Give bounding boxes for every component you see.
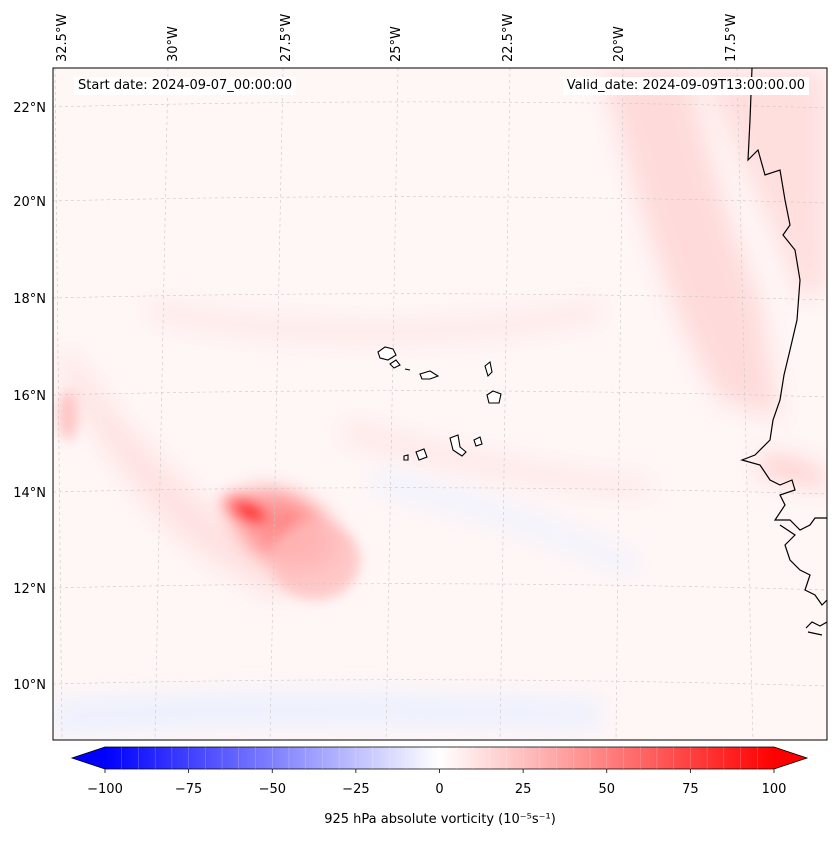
colorbar-tick-label: 75 bbox=[682, 782, 699, 797]
colorbar-extend-min bbox=[72, 747, 105, 769]
colorbar-tick-label: −50 bbox=[259, 782, 286, 797]
lat-tick-label: 20°N bbox=[13, 195, 46, 210]
lon-tick-label: 22.5°W bbox=[501, 14, 516, 62]
colorbar-gradient bbox=[105, 747, 774, 769]
graticule bbox=[53, 68, 827, 740]
colorbar-tick-label: −75 bbox=[175, 782, 202, 797]
lon-tick-label: 17.5°W bbox=[724, 14, 739, 62]
map-frame bbox=[52, 67, 828, 741]
colorbar-tick-label: −25 bbox=[342, 782, 369, 797]
colorbar-tick-labels: −100 −75 −50 −25 0 25 50 75 100 bbox=[87, 782, 786, 797]
vorticity-field bbox=[53, 68, 827, 740]
colorbar-tick-label: 25 bbox=[515, 782, 532, 797]
colorbar-tick-label: 0 bbox=[435, 782, 443, 797]
colorbar-label: 925 hPa absolute vorticity (10⁻⁵s⁻¹) bbox=[324, 812, 556, 827]
lon-tick-label: 27.5°W bbox=[279, 14, 294, 62]
colorbar-extend-max bbox=[774, 747, 807, 769]
cape-verde-islands bbox=[377, 346, 502, 461]
lat-tick-label: 18°N bbox=[13, 292, 46, 307]
lat-tick-label: 22°N bbox=[13, 101, 46, 116]
colorbar: −100 −75 −50 −25 0 25 50 75 100 925 hPa … bbox=[70, 746, 809, 827]
colorbar-tick-label: 100 bbox=[762, 782, 787, 797]
lon-tick-label: 32.5°W bbox=[55, 14, 70, 62]
lat-tick-label: 16°N bbox=[13, 389, 46, 404]
colorbar-tick-label: −100 bbox=[87, 782, 123, 797]
lat-tick-label: 14°N bbox=[13, 486, 46, 501]
coastline bbox=[740, 68, 827, 636]
lat-tick-label: 12°N bbox=[13, 582, 46, 597]
valid-date-label: Valid_date: 2024-09-09T13:00:00.00 bbox=[562, 77, 809, 95]
lon-tick-label: 20°W bbox=[612, 26, 627, 62]
start-date-label: Start date: 2024-09-07_00:00:00 bbox=[74, 77, 297, 95]
colorbar-tick-label: 50 bbox=[599, 782, 616, 797]
lat-tick-labels: 22°N 20°N 18°N 16°N 14°N 12°N 10°N bbox=[13, 101, 46, 693]
lon-tick-label: 30°W bbox=[166, 26, 181, 62]
colorbar-tick-marks bbox=[104, 747, 775, 773]
lat-tick-label: 10°N bbox=[13, 678, 46, 693]
lon-tick-labels: 32.5°W 30°W 27.5°W 25°W 22.5°W 20°W 17.5… bbox=[55, 14, 739, 62]
lon-tick-label: 25°W bbox=[389, 26, 404, 62]
